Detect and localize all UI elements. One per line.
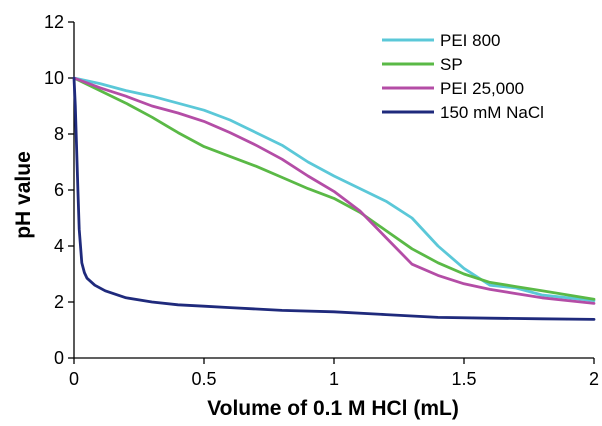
- legend-label: PEI 25,000: [440, 79, 524, 98]
- y-axis-title: pH value: [12, 151, 35, 239]
- y-tick-label: 12: [44, 12, 64, 32]
- x-tick-label: 0.5: [191, 369, 216, 389]
- x-tick-label: 0: [69, 369, 79, 389]
- legend-label: 150 mM NaCl: [440, 103, 544, 122]
- y-tick-label: 10: [44, 68, 64, 88]
- series-line-4: [72, 76, 596, 321]
- y-tick-label: 8: [54, 124, 64, 144]
- legend-label: PEI 800: [440, 31, 501, 50]
- legend-label: SP: [440, 55, 463, 74]
- y-tick-label: 4: [54, 236, 64, 256]
- x-tick-label: 2: [589, 369, 599, 389]
- series-line-3: [72, 76, 596, 305]
- series-line-1: [72, 76, 596, 303]
- series-lines: [72, 76, 596, 321]
- x-ticks: 0 0.5 1 1.5 2: [69, 358, 599, 389]
- y-tick-label: 0: [54, 348, 64, 368]
- x-axis-title: Volume of 0.1 M HCl (mL): [207, 397, 459, 420]
- y-tick-label: 6: [54, 180, 64, 200]
- y-tick-label: 2: [54, 292, 64, 312]
- y-ticks: 0 2 4 6 8 10 12: [44, 12, 74, 368]
- series-line-2: [72, 76, 596, 301]
- x-tick-label: 1: [329, 369, 339, 389]
- legend: PEI 800 SP PEI 25,000 150 mM NaCl: [382, 31, 544, 122]
- x-tick-label: 1.5: [451, 369, 476, 389]
